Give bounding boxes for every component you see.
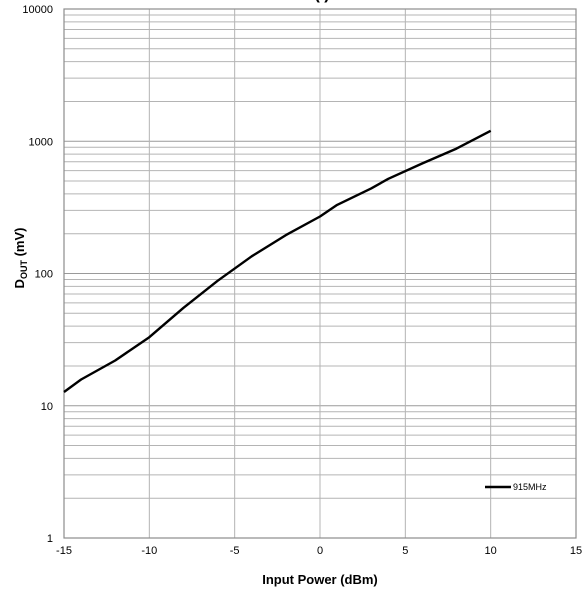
plot-area-frame — [63, 8, 577, 539]
x-tick-label: 15 — [570, 545, 582, 557]
y-axis-title-unit: (mV) — [12, 228, 27, 261]
y-tick-label: 10 — [41, 401, 53, 413]
y-tick-label: 10000 — [22, 4, 53, 16]
y-tick-label: 100 — [35, 269, 53, 281]
y-axis-title-subscript: OUT — [19, 260, 29, 280]
x-axis-title: Input Power (dBm) — [262, 572, 378, 587]
x-tick-label: 0 — [317, 545, 323, 557]
series-line-915mhz — [63, 129, 492, 393]
x-axis-ticks: -15 -10 -5 0 5 10 15 — [56, 545, 582, 557]
y-axis-title: DOUT (mV) — [12, 228, 29, 289]
chart-title-fragment: ( ) — [314, 0, 329, 3]
y-axis-title-main: D — [12, 279, 27, 288]
x-tick-label: -10 — [141, 545, 157, 557]
y-tick-label: 1 — [47, 533, 53, 545]
x-tick-label: 5 — [402, 545, 408, 557]
x-tick-label: 10 — [485, 545, 497, 557]
x-tick-label: -15 — [56, 545, 72, 557]
legend-label: 915MHz — [513, 482, 547, 492]
y-axis-ticks: 1 10 100 1000 10000 — [22, 4, 53, 545]
x-tick-label: -5 — [230, 545, 240, 557]
legend: 915MHz — [485, 482, 547, 492]
y-tick-label: 1000 — [29, 136, 53, 148]
grid-lines — [63, 9, 577, 539]
